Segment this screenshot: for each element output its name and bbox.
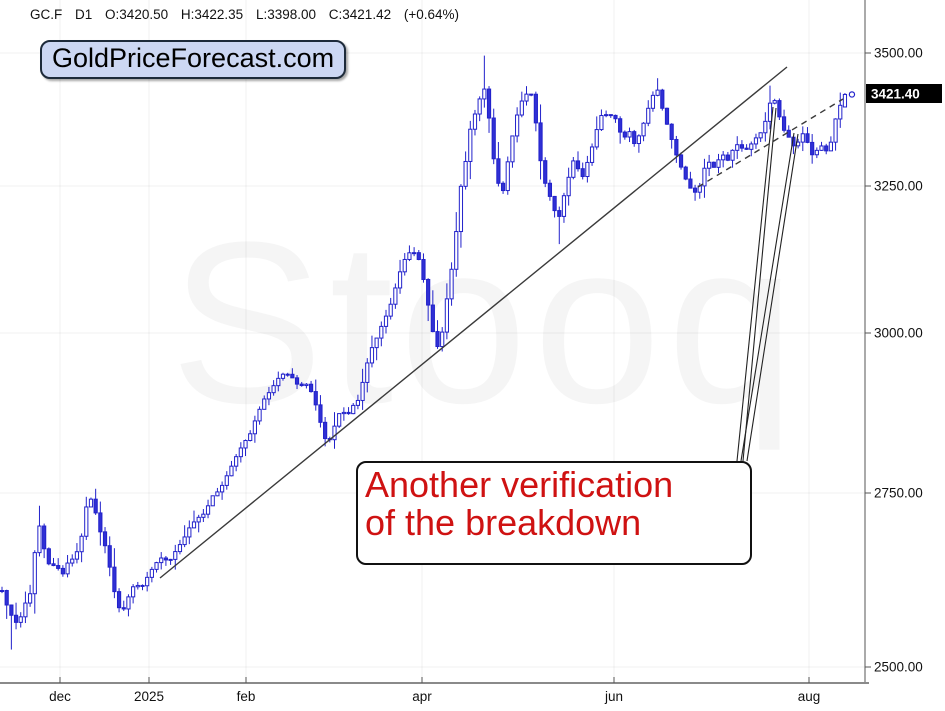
candlesticks bbox=[0, 55, 848, 650]
low-value: L:3398.00 bbox=[255, 7, 317, 22]
goldpriceforecast-logo: GoldPriceForecast.com bbox=[40, 40, 347, 79]
svg-text:3500.00: 3500.00 bbox=[874, 46, 923, 61]
annotation-callout-box: Another verification of the breakdown bbox=[356, 461, 752, 565]
svg-text:2500.00: 2500.00 bbox=[874, 660, 923, 675]
svg-text:3250.00: 3250.00 bbox=[874, 179, 923, 194]
svg-text:3421.40: 3421.40 bbox=[871, 87, 920, 102]
price-axis-labels: 3500.00 3250.00 3000.00 2750.00 2500.00 bbox=[865, 46, 923, 675]
logo-text: GoldPriceForecast.com bbox=[52, 43, 335, 73]
svg-text:jun: jun bbox=[604, 689, 623, 704]
svg-text:dec: dec bbox=[49, 689, 71, 704]
callout-pointer-lines bbox=[736, 106, 799, 462]
annotation-line-1: Another verification bbox=[365, 464, 674, 505]
svg-text:2750.00: 2750.00 bbox=[874, 486, 923, 501]
symbol-label: GC.F bbox=[30, 7, 63, 22]
svg-text:apr: apr bbox=[412, 689, 432, 704]
svg-text:aug: aug bbox=[798, 689, 821, 704]
stooq-watermark: Stooq bbox=[170, 194, 801, 451]
last-price-marker bbox=[848, 91, 856, 98]
high-value: H:3422.35 bbox=[180, 7, 244, 22]
gridlines bbox=[0, 0, 865, 683]
ohlc-header: GC.F D1 O:3420.50 H:3422.35 L:3398.00 C:… bbox=[30, 7, 468, 22]
change-percent: (+0.64%) bbox=[403, 7, 460, 22]
svg-text:3000.00: 3000.00 bbox=[874, 326, 923, 341]
close-value: C:3421.42 bbox=[328, 7, 392, 22]
svg-text:feb: feb bbox=[237, 689, 256, 704]
rising-support-trendline bbox=[159, 66, 788, 579]
axes bbox=[0, 0, 869, 684]
annotation-line-2: of the breakdown bbox=[365, 502, 642, 544]
last-price-badge: 3421.40 bbox=[866, 84, 942, 103]
time-axis-labels: dec 2025 feb apr jun aug bbox=[49, 677, 820, 704]
timeframe-label: D1 bbox=[75, 7, 93, 22]
open-value: O:3420.50 bbox=[105, 7, 169, 22]
svg-text:2025: 2025 bbox=[134, 689, 164, 704]
